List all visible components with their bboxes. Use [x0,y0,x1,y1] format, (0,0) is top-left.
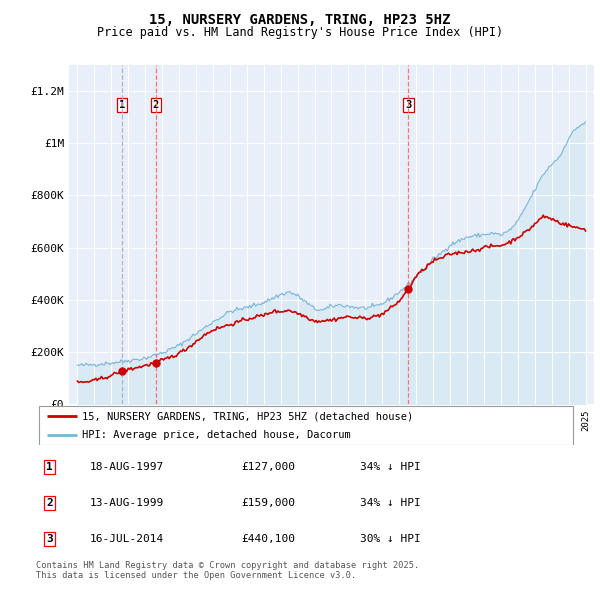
Text: 34% ↓ HPI: 34% ↓ HPI [360,462,421,472]
Text: 3: 3 [46,534,53,544]
Text: 3: 3 [405,100,412,110]
Text: HPI: Average price, detached house, Dacorum: HPI: Average price, detached house, Daco… [82,430,350,440]
Text: 2: 2 [46,498,53,508]
FancyBboxPatch shape [39,406,574,445]
Text: Contains HM Land Registry data © Crown copyright and database right 2025.
This d: Contains HM Land Registry data © Crown c… [36,560,419,580]
Text: 15, NURSERY GARDENS, TRING, HP23 5HZ: 15, NURSERY GARDENS, TRING, HP23 5HZ [149,13,451,27]
Text: 2: 2 [152,100,159,110]
Text: £127,000: £127,000 [241,462,295,472]
Text: 1: 1 [119,100,125,110]
Text: £440,100: £440,100 [241,534,295,544]
Text: £159,000: £159,000 [241,498,295,508]
Text: 13-AUG-1999: 13-AUG-1999 [90,498,164,508]
Text: 18-AUG-1997: 18-AUG-1997 [90,462,164,472]
Text: 30% ↓ HPI: 30% ↓ HPI [360,534,421,544]
Text: 15, NURSERY GARDENS, TRING, HP23 5HZ (detached house): 15, NURSERY GARDENS, TRING, HP23 5HZ (de… [82,411,413,421]
Text: 34% ↓ HPI: 34% ↓ HPI [360,498,421,508]
Text: 1: 1 [46,462,53,472]
Text: Price paid vs. HM Land Registry's House Price Index (HPI): Price paid vs. HM Land Registry's House … [97,26,503,39]
Text: 16-JUL-2014: 16-JUL-2014 [90,534,164,544]
